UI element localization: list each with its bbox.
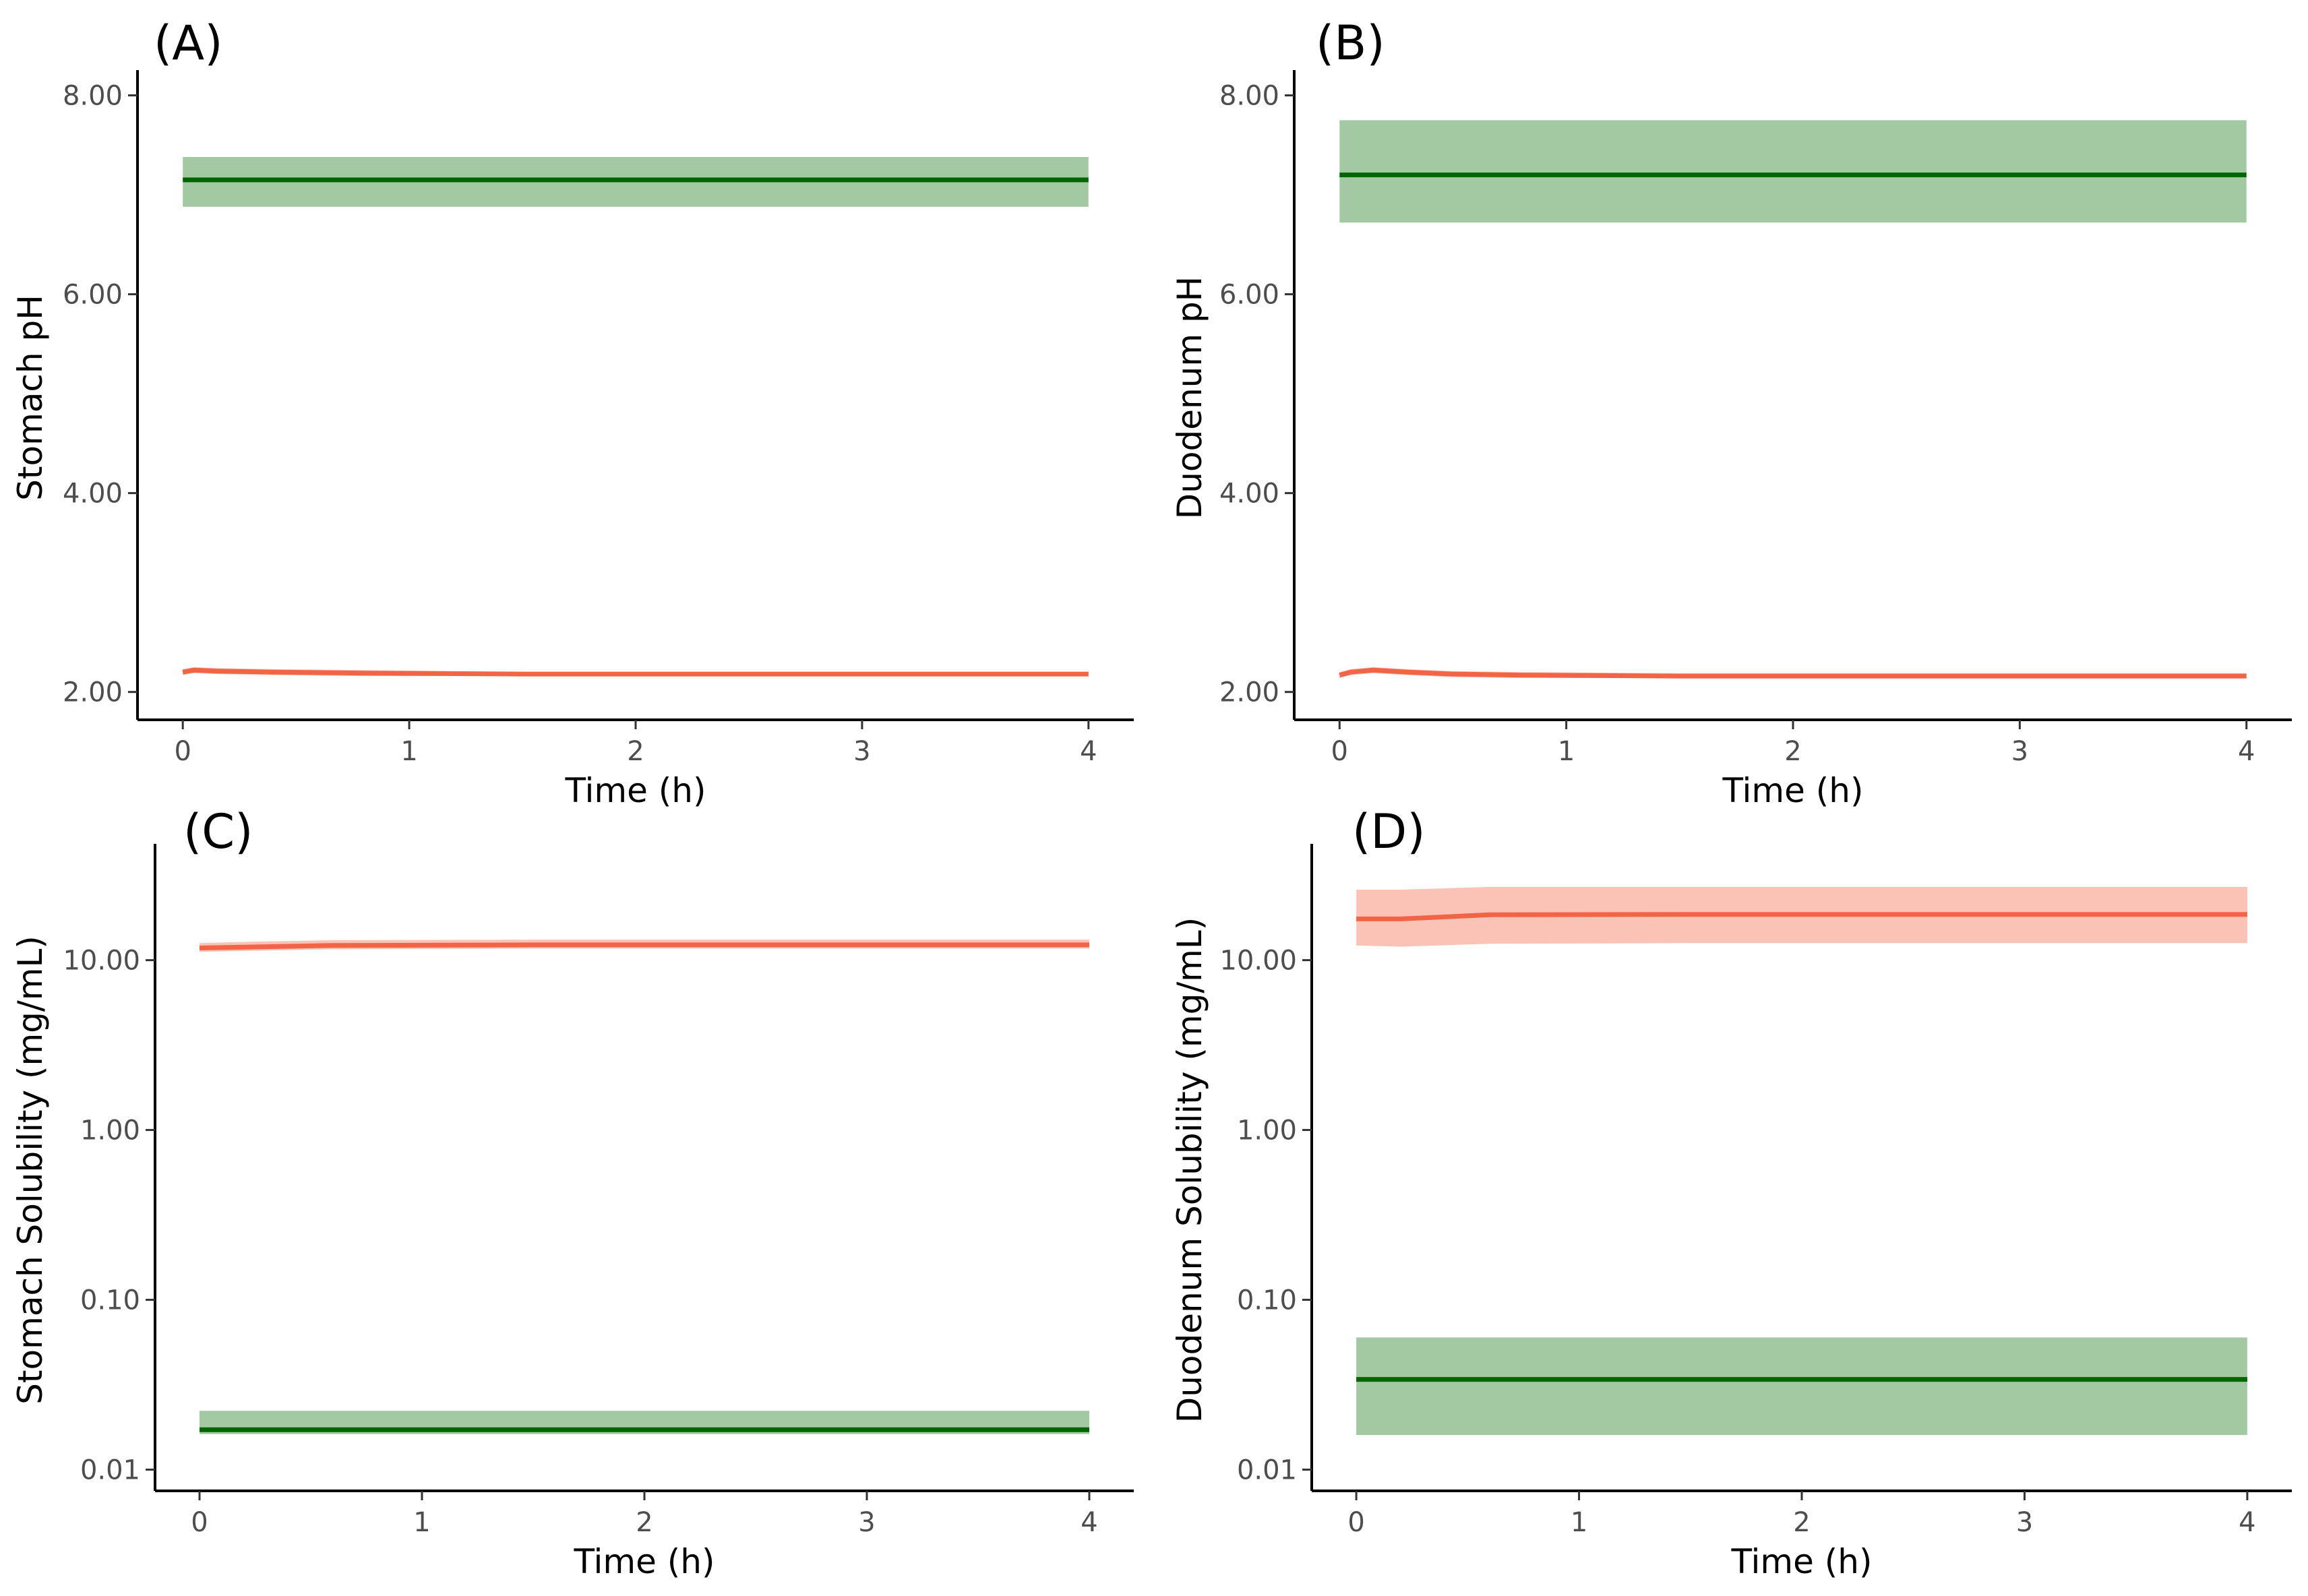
- x-tick-label: 3: [853, 736, 870, 767]
- x-tick-label: 4: [1081, 1507, 1097, 1538]
- x-tick-label: 4: [2239, 1507, 2255, 1538]
- y-tick-label: 10.00: [1219, 946, 1297, 977]
- y-tick-label: 1.00: [80, 1115, 140, 1146]
- chart-panel-2: 0 1 2 3 4 2.00 4.00 6.00 8.00 Time (h) Duodenum pH…: [1170, 16, 2292, 810]
- series-band-green: [1356, 1337, 2247, 1436]
- chart-panel-4: 0 1 2 3 4 0.01 0.10 1.00 10.00 Time (h) Duodenum S…: [1170, 804, 2292, 1581]
- y-tick-label: 4.00: [1219, 479, 1279, 510]
- x-axis-title: Time (h): [574, 1542, 715, 1581]
- panel-label: (A): [154, 16, 223, 71]
- y-axis-title: Duodenum Solubility (mg/mL): [1170, 917, 1209, 1423]
- y-axis-title: Stomach pH: [11, 295, 50, 501]
- panel-label: (C): [183, 804, 253, 859]
- y-tick-label: 0.10: [80, 1285, 140, 1316]
- x-tick-label: 4: [1080, 736, 1097, 767]
- chart-panel-3: 0 1 2 3 4 0.01 0.10 1.00 10.00 Time (h) Stomach So…: [11, 804, 1134, 1581]
- x-axis-title: Time (h): [1722, 771, 1864, 810]
- panel-label: (D): [1352, 804, 1426, 859]
- x-tick-label: 2: [627, 736, 644, 767]
- x-tick-label: 1: [413, 1507, 430, 1538]
- panel-label: (B): [1316, 16, 1385, 71]
- y-tick-label: 0.01: [80, 1455, 140, 1486]
- y-tick-label: 0.01: [1237, 1455, 1297, 1486]
- y-tick-label: 0.10: [1237, 1285, 1297, 1316]
- y-tick-label: 6.00: [1219, 280, 1279, 311]
- y-tick-label: 6.00: [63, 280, 123, 311]
- series-band-red: [1356, 886, 2247, 947]
- y-tick-label: 2.00: [63, 677, 123, 708]
- y-axis-title: Stomach Solubility (mg/mL): [11, 935, 50, 1405]
- x-tick-label: 0: [174, 736, 191, 767]
- x-tick-label: 1: [1558, 736, 1575, 767]
- series-line-red: [182, 667, 1089, 677]
- x-tick-label: 0: [1331, 736, 1348, 767]
- x-tick-label: 3: [2016, 1507, 2033, 1538]
- series-band-green: [1339, 120, 2247, 223]
- x-tick-label: 2: [1793, 1507, 1810, 1538]
- y-tick-label: 8.00: [1219, 81, 1279, 112]
- x-tick-label: 0: [191, 1507, 208, 1538]
- x-tick-label: 4: [2238, 736, 2255, 767]
- series-line-red: [1356, 912, 2247, 921]
- x-axis-title: Time (h): [1731, 1542, 1873, 1581]
- series-line-red: [1339, 667, 2247, 679]
- y-tick-label: 8.00: [63, 81, 123, 112]
- y-tick-label: 1.00: [1237, 1115, 1297, 1146]
- x-axis-title: Time (h): [565, 771, 706, 810]
- y-tick-label: 2.00: [1219, 677, 1279, 708]
- y-tick-label: 4.00: [63, 479, 123, 510]
- series-line-red: [199, 942, 1089, 950]
- chart-panel-1: 0 1 2 3 4 2.00 4.00 6.00 8.00 Time (h) Stomach pH (…: [11, 16, 1134, 810]
- x-tick-label: 0: [1347, 1507, 1364, 1538]
- y-tick-label: 10.00: [63, 946, 140, 977]
- x-tick-label: 3: [2011, 736, 2028, 767]
- x-tick-label: 1: [1571, 1507, 1587, 1538]
- x-tick-label: 2: [1784, 736, 1801, 767]
- y-axis-title: Duodenum pH: [1170, 276, 1209, 520]
- x-tick-label: 1: [400, 736, 417, 767]
- x-tick-label: 2: [636, 1507, 652, 1538]
- x-tick-label: 3: [858, 1507, 875, 1538]
